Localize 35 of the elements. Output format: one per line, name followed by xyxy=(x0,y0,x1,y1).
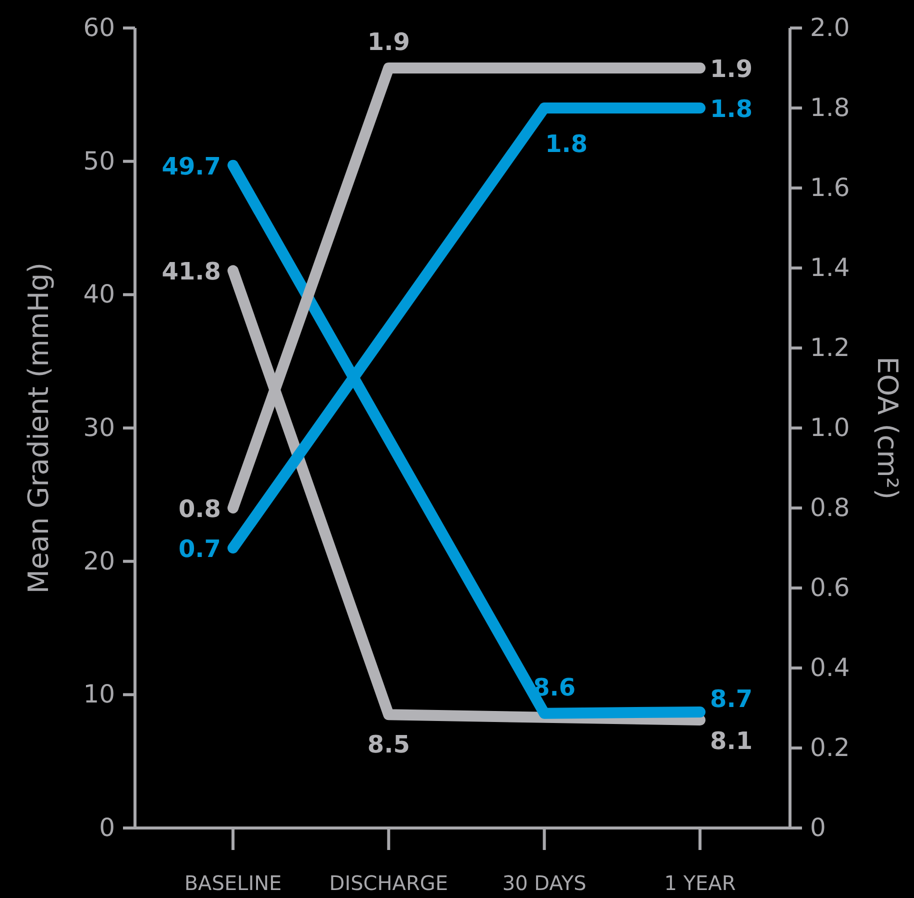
x-tick-label: DISCHARGE xyxy=(329,871,448,895)
y-tick-label: 20 xyxy=(83,546,115,576)
y2-tick-label: 0 xyxy=(810,813,826,842)
data-label: 0.7 xyxy=(178,535,221,563)
y-tick-label: 50 xyxy=(83,146,115,176)
data-label: 8.1 xyxy=(710,727,753,755)
data-label: 41.8 xyxy=(162,258,221,286)
y2-tick-label: 1.2 xyxy=(810,333,850,362)
y2-tick-label: 1.0 xyxy=(810,413,850,442)
data-label: 49.7 xyxy=(162,152,221,180)
y-tick-label: 10 xyxy=(83,680,115,709)
y2-tick-label: 1.6 xyxy=(810,173,850,202)
y2-tick-label: 0.4 xyxy=(810,653,850,682)
y2-tick-label: 0.6 xyxy=(810,573,850,602)
x-tick-label: 30 DAYS xyxy=(502,871,586,895)
data-label: 1.9 xyxy=(367,28,410,56)
y-tick-label: 0 xyxy=(99,813,115,842)
y-tick-label: 60 xyxy=(83,13,115,42)
y2-tick-label: 2.0 xyxy=(810,13,850,42)
y-tick-label: 40 xyxy=(83,280,115,309)
data-label: 0.8 xyxy=(178,495,221,523)
y-tick-label: 30 xyxy=(83,413,115,442)
data-label: 8.7 xyxy=(710,685,753,713)
y2-axis-title: EOA (cm²) xyxy=(871,356,904,500)
y2-tick-label: 1.8 xyxy=(810,93,850,122)
data-label: 1.9 xyxy=(710,55,753,83)
x-tick-label: BASELINE xyxy=(184,871,282,895)
y2-tick-label: 0.2 xyxy=(810,733,850,762)
x-tick-label: 1 YEAR xyxy=(664,871,736,895)
data-label: 8.5 xyxy=(367,730,410,759)
data-label: 1.8 xyxy=(545,130,588,158)
y2-tick-label: 1.4 xyxy=(810,253,850,282)
y2-tick-label: 0.8 xyxy=(810,493,850,522)
y-axis-title: Mean Gradient (mmHg) xyxy=(22,262,55,594)
data-label: 1.8 xyxy=(710,95,753,123)
